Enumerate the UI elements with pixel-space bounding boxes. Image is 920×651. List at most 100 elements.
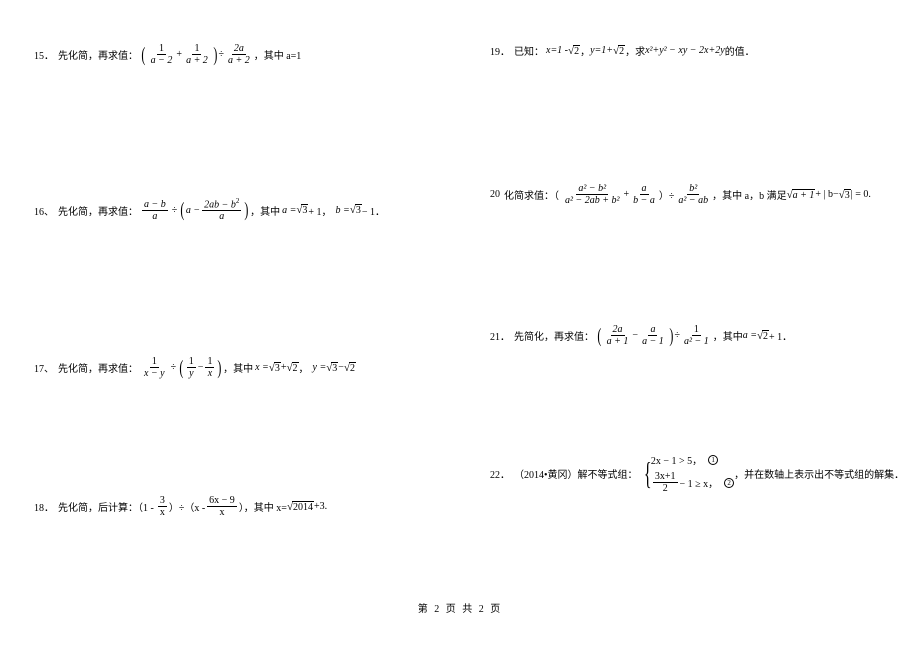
fraction: a − b a bbox=[142, 199, 168, 222]
sqrt-icon: 3 bbox=[269, 362, 281, 374]
radicand: 3 bbox=[274, 362, 281, 374]
denominator: b − a bbox=[631, 195, 657, 206]
problem-text: 的值． bbox=[725, 43, 755, 58]
problem-text: ，其中 a=1 bbox=[254, 47, 302, 62]
left-paren-icon: ( bbox=[181, 200, 185, 220]
math-text: y = bbox=[313, 362, 327, 373]
operator: ÷ bbox=[171, 362, 177, 373]
fraction: a a − 1 bbox=[640, 324, 666, 347]
math-text: − 1 ≥ x， bbox=[680, 475, 719, 490]
sqrt-icon: 2 bbox=[613, 45, 625, 57]
numerator: 1 bbox=[692, 324, 701, 336]
radicand: 3 bbox=[331, 362, 338, 374]
sqrt-icon: 3 bbox=[839, 189, 851, 201]
circle-number-icon: 1 bbox=[708, 455, 718, 465]
operator: + bbox=[176, 49, 182, 60]
problem-text: ，其中 bbox=[223, 360, 253, 375]
numerator: a bbox=[640, 183, 649, 195]
math-text: − 1． bbox=[362, 203, 385, 218]
fraction: 1 y bbox=[187, 356, 196, 379]
fraction: 1 a − 2 bbox=[149, 43, 175, 66]
problem-number: 15． bbox=[34, 47, 54, 62]
radicand: 2014 bbox=[292, 501, 314, 513]
radicand: a + 1 bbox=[792, 189, 816, 201]
operator: ÷ bbox=[218, 49, 224, 60]
problem-text: ），其中 x= bbox=[239, 499, 287, 514]
denominator: a − 1 bbox=[640, 336, 666, 347]
denominator: x bbox=[206, 368, 214, 379]
numerator: a bbox=[648, 324, 657, 336]
math-text: 2x − 1 > 5， bbox=[651, 452, 702, 467]
problem-text: ）÷ bbox=[659, 187, 675, 202]
operator: − bbox=[198, 362, 204, 373]
denominator: a − 2 bbox=[149, 55, 175, 66]
sqrt-icon: 2 bbox=[757, 330, 769, 342]
math-text: a = bbox=[743, 330, 757, 341]
radicand: 2 bbox=[762, 330, 769, 342]
problem-number: 22． bbox=[490, 466, 510, 481]
fraction: 1 a² − 1 bbox=[682, 324, 711, 347]
sqrt-icon: 3 bbox=[350, 204, 362, 216]
numerator: b² bbox=[687, 183, 699, 195]
problem-text: ，其中 bbox=[250, 203, 280, 218]
problem-text: 先简化，再求值： bbox=[514, 328, 594, 343]
numerator: 2ab − b2 bbox=[202, 198, 241, 211]
problem-number: 18． bbox=[34, 499, 54, 514]
numerator: a² − b² bbox=[576, 183, 608, 195]
math-worksheet-page: 15． 先化简，再求值： ( 1 a − 2 + 1 a + 2 ) ÷ 2a … bbox=[0, 0, 920, 651]
radicand: 2 bbox=[349, 362, 356, 374]
operator: ÷ bbox=[674, 330, 680, 341]
problem-number: 21． bbox=[490, 328, 510, 343]
problem-21: 21． 先简化，再求值： ( 2a a + 1 − a a − 1 ) ÷ 1 … bbox=[490, 324, 792, 347]
numerator: 1 bbox=[157, 43, 166, 55]
math-text: x=1 - bbox=[546, 45, 568, 56]
equation-system: { 2x − 1 > 5， 1 3x+1 2 − 1 ≥ x， 2 bbox=[640, 452, 735, 494]
denominator: x bbox=[158, 507, 167, 518]
denominator: a bbox=[150, 211, 159, 222]
right-paren-icon: ) bbox=[218, 358, 222, 378]
fraction: 2a a + 1 bbox=[605, 324, 631, 347]
problem-text: ，并在数轴上表示出不等式组的解集． bbox=[734, 466, 904, 481]
right-paren-icon: ) bbox=[213, 45, 217, 65]
operator: + bbox=[624, 189, 630, 200]
problem-text: | = 0. bbox=[851, 189, 871, 200]
numerator: 2a bbox=[232, 43, 246, 55]
radicand: 2 bbox=[573, 45, 580, 57]
operator: ÷ bbox=[172, 205, 178, 216]
math-text: y=1+ bbox=[590, 45, 613, 56]
problem-22: 22． （2014•黄冈）解不等式组： { 2x − 1 > 5， 1 3x+1… bbox=[490, 452, 904, 494]
numerator: 3 bbox=[158, 495, 167, 507]
fraction: 3x+1 2 bbox=[653, 471, 678, 494]
system-line: 2x − 1 > 5， 1 bbox=[651, 452, 734, 467]
math-text: + 1． bbox=[769, 328, 792, 343]
sqrt-icon: 2 bbox=[344, 362, 356, 374]
problem-16: 16、 先化简，再求值： a − b a ÷ ( a − 2ab − b2 a … bbox=[34, 198, 385, 222]
problem-number: 20 bbox=[490, 189, 500, 200]
math-text: x²+y² − xy − 2x+2y bbox=[645, 45, 725, 56]
denominator: y bbox=[187, 368, 195, 379]
left-paren-icon: ( bbox=[141, 45, 145, 65]
math-text: a = bbox=[282, 205, 296, 216]
numerator: 2a bbox=[611, 324, 625, 336]
fraction: 3 x bbox=[158, 495, 167, 518]
left-paren-icon: ( bbox=[179, 358, 183, 378]
brace-icon: { bbox=[643, 457, 651, 489]
separator: ， bbox=[580, 43, 590, 58]
radicand: 2 bbox=[618, 45, 625, 57]
problem-text: 先化简，再求值： bbox=[58, 203, 138, 218]
numerator: a − b bbox=[142, 199, 168, 211]
radicand: 3 bbox=[355, 204, 362, 216]
problem-number: 16、 bbox=[34, 203, 54, 218]
problem-19: 19． 已知： x=1 - 2 ， y=1+ 2 ， 求 x²+y² − xy … bbox=[490, 43, 755, 58]
problem-text: 先化简，后计算：（1 - bbox=[58, 499, 154, 514]
page-footer: 第 2 页 共 2 页 bbox=[0, 600, 920, 615]
superscript: 2 bbox=[236, 197, 240, 205]
denominator: 2 bbox=[661, 483, 670, 494]
denominator: a + 2 bbox=[184, 55, 210, 66]
denominator: a² − 1 bbox=[682, 336, 711, 347]
problem-17: 17、 先化简，再求值： 1 x − y ÷ ( 1 y − 1 x ) ，其中… bbox=[34, 356, 356, 379]
right-paren-icon: ) bbox=[669, 326, 673, 346]
denominator: a² − ab bbox=[676, 195, 710, 206]
sqrt-icon: 2 bbox=[286, 362, 298, 374]
problem-text: 化简求值：（ bbox=[504, 187, 559, 202]
